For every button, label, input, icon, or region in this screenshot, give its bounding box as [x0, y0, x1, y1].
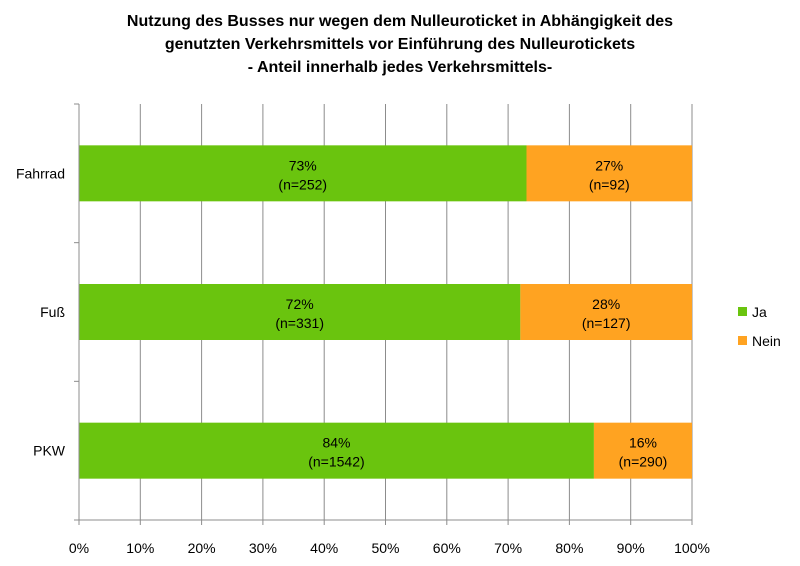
bar-percent-label: 73%	[289, 157, 317, 173]
bar-percent-label: 72%	[286, 296, 314, 312]
x-tick-label: 20%	[188, 540, 216, 556]
axes: 0% 10% 20% 30% 40% 50% 60% 70% 80% 90% 100% Fahrrad…	[16, 103, 710, 556]
bar-count-label: (n=127)	[582, 315, 631, 331]
chart-title-line-2: genutzten Verkehrsmittels vor Einführung…	[164, 36, 636, 53]
x-tick-label: 50%	[371, 540, 399, 556]
bar-segment	[79, 145, 527, 202]
bar-percent-label: 84%	[322, 435, 350, 451]
legend-swatch	[738, 307, 747, 316]
x-tick-label: 100%	[674, 540, 710, 556]
chart-title-line-1: Nutzung des Busses nur wegen dem Nulleur…	[126, 13, 674, 30]
legend: Ja Nein	[738, 304, 781, 349]
x-tick-label: 0%	[69, 540, 89, 556]
bar-percent-label: 27%	[595, 157, 623, 173]
bar-percent-label: 28%	[592, 296, 620, 312]
x-tick-label: 90%	[617, 540, 645, 556]
legend-swatch	[738, 336, 747, 345]
x-tick-label: 70%	[494, 540, 522, 556]
bar-count-label: (n=252)	[278, 176, 327, 192]
x-tick-label: 10%	[126, 540, 154, 556]
bar-segment	[79, 422, 594, 479]
chart-title: Nutzung des Busses nur wegen dem Nulleur…	[0, 10, 800, 79]
bar-segment	[520, 284, 692, 340]
x-tick-label: 80%	[555, 540, 583, 556]
bar-group: 73% (n=252) 27% (n=92) 72% (n=331) 28% (n=127) 8…	[79, 145, 692, 479]
x-tick-label: 40%	[310, 540, 338, 556]
bar-segment	[526, 145, 692, 202]
bar-segment	[79, 284, 521, 340]
bar-count-label: (n=92)	[589, 176, 630, 192]
chart-title-line-3: - Anteil innerhalb jedes Verkehrsmittels…	[247, 59, 553, 76]
bar-count-label: (n=290)	[619, 454, 668, 470]
bar-percent-label: 16%	[629, 435, 657, 451]
legend-label: Nein	[752, 333, 781, 349]
y-category-label: PKW	[33, 443, 66, 459]
y-category-label: Fuß	[40, 304, 65, 320]
bar-count-label: (n=1542)	[308, 454, 364, 470]
legend-label: Ja	[752, 304, 767, 320]
x-tick-label: 60%	[433, 540, 461, 556]
bar-segment	[593, 422, 692, 479]
bar-count-label: (n=331)	[275, 315, 324, 331]
y-category-label: Fahrrad	[16, 165, 65, 181]
x-tick-label: 30%	[249, 540, 277, 556]
